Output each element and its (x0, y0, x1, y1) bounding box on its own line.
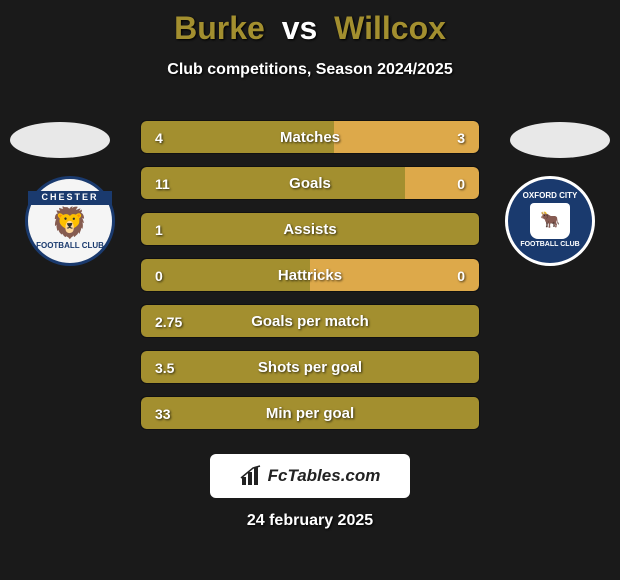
stat-value-left: 0 (155, 259, 163, 292)
page-title: Burke vs Willcox (0, 0, 620, 47)
stat-label: Min per goal (141, 397, 479, 430)
stat-label: Shots per goal (141, 351, 479, 384)
stat-value-left: 1 (155, 213, 163, 246)
club2-bot: FOOTBALL CLUB (520, 241, 579, 249)
player1-name: Burke (174, 10, 265, 46)
club2-logo: OXFORD CITY 🐂 FOOTBALL CLUB (500, 178, 600, 263)
stat-row: Goals per match2.75 (140, 304, 480, 338)
club2-top: OXFORD CITY (523, 192, 578, 201)
brand-badge[interactable]: FcTables.com (210, 454, 410, 498)
player2-oval (510, 122, 610, 158)
chart-icon (240, 465, 262, 487)
stat-value-right: 0 (457, 259, 465, 292)
stat-row: Hattricks0 0 (140, 258, 480, 292)
stat-value-left: 3.5 (155, 351, 174, 384)
subtitle: Club competitions, Season 2024/2025 (0, 61, 620, 79)
stat-value-left: 4 (155, 121, 163, 154)
club1-name: CHESTER (28, 191, 112, 205)
stat-label: Goals per match (141, 305, 479, 338)
stat-row: Goals11 0 (140, 166, 480, 200)
date-text: 24 february 2025 (0, 512, 620, 530)
club2-crest: OXFORD CITY 🐂 FOOTBALL CLUB (505, 176, 595, 266)
player2-name: Willcox (334, 10, 446, 46)
stat-value-right: 3 (457, 121, 465, 154)
stat-value-left: 2.75 (155, 305, 182, 338)
stat-value-left: 33 (155, 397, 171, 430)
stat-row: Matches4 3 (140, 120, 480, 154)
stat-row: Shots per goal3.5 (140, 350, 480, 384)
vs-text: vs (282, 10, 318, 46)
player1-oval (10, 122, 110, 158)
club1-sub: FOOTBALL CLUB (36, 242, 104, 251)
stat-label: Hattricks (141, 259, 479, 292)
stat-value-left: 11 (155, 167, 170, 200)
club1-animal-icon: 🦁 (51, 207, 88, 240)
brand-text: FcTables.com (268, 466, 381, 486)
stat-value-right: 0 (457, 167, 465, 200)
stat-label: Matches (141, 121, 479, 154)
club1-crest: CHESTER 🦁 FOOTBALL CLUB (25, 176, 115, 266)
club2-shield-icon: 🐂 (530, 203, 570, 239)
stat-row: Min per goal33 (140, 396, 480, 430)
stat-label: Goals (141, 167, 479, 200)
stat-label: Assists (141, 213, 479, 246)
stats-container: Matches43Goals110Assists1Hattricks00Goal… (140, 120, 480, 442)
stat-row: Assists1 (140, 212, 480, 246)
club1-logo: CHESTER 🦁 FOOTBALL CLUB (20, 178, 120, 263)
